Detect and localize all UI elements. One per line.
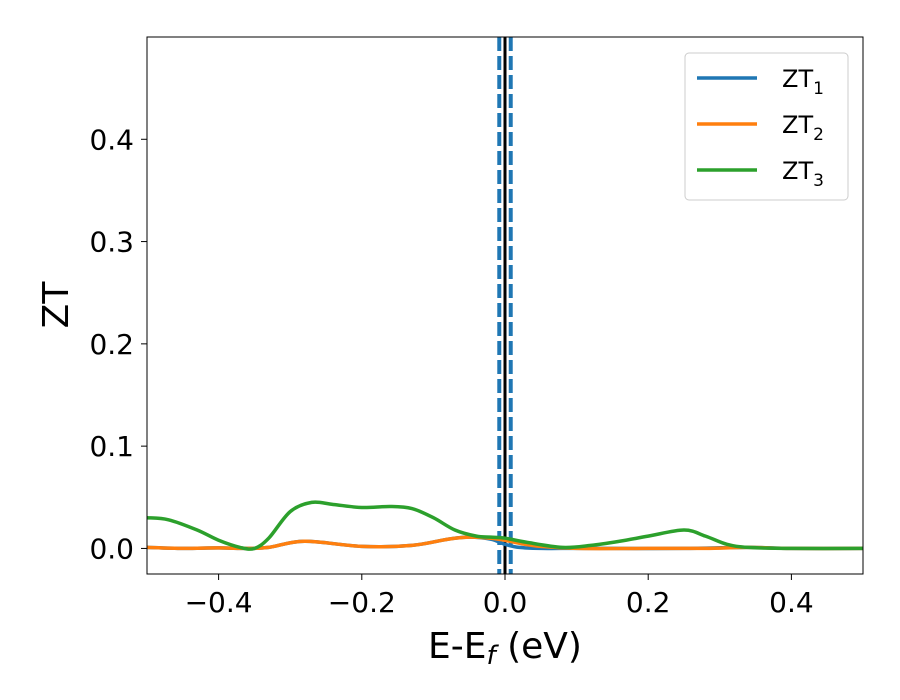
reference-lines: [497, 37, 513, 574]
x-tick-label: −0.2: [328, 586, 396, 619]
series-line-3: [147, 500, 863, 551]
legend-label-1: ZT1: [782, 65, 824, 99]
y-tick-label: 0.1: [89, 430, 134, 463]
y-tick-label: 0.3: [89, 226, 134, 259]
x-axis-label: E-Ef (eV): [428, 626, 582, 671]
y-tick-label: 0.4: [89, 123, 134, 156]
legend-label-3: ZT3: [782, 157, 824, 191]
legend-box: [684, 52, 849, 201]
x-axis-label-unit: (eV): [496, 626, 582, 667]
x-tick-label: 0.4: [769, 586, 814, 619]
x-tick-label: 0.0: [483, 586, 528, 619]
y-tick-label: 0.0: [89, 532, 134, 565]
legend: ZT1 ZT2 ZT3: [684, 52, 849, 201]
series-layer: [147, 500, 863, 551]
legend-label-2: ZT2: [782, 111, 824, 145]
y-axis: 0.0 0.1 0.2 0.3 0.4: [89, 123, 147, 565]
x-axis: −0.4 −0.2 0.0 0.2 0.4: [185, 574, 814, 619]
y-tick-label: 0.2: [89, 328, 134, 361]
x-tick-label: −0.4: [185, 586, 253, 619]
x-tick-label: 0.2: [626, 586, 671, 619]
y-axis-label: ZT: [36, 281, 77, 329]
